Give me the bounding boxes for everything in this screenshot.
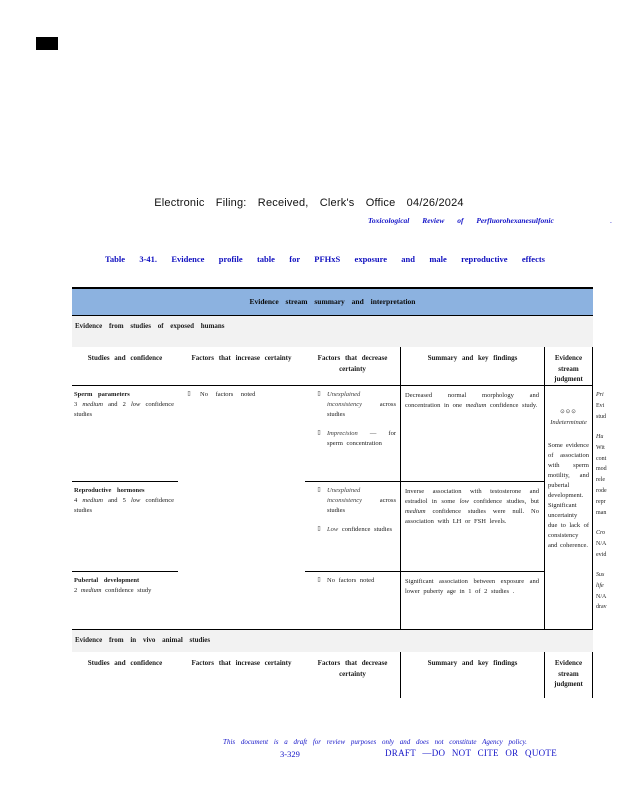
col-header-studies-2: Studies and confidence <box>87 659 163 667</box>
col-header-decrease-2: Factors that decrease certainty <box>317 659 388 678</box>
row-hormones-summary: Inverse association with testosterone an… <box>400 481 544 571</box>
bullet-icon: ▯ <box>317 487 321 493</box>
table-caption: Table 3-41. Evidence profile table for P… <box>105 254 545 264</box>
row-confidence: 2 medium confidence study <box>74 587 152 595</box>
col-header-summary-2: Summary and key findings <box>400 652 544 698</box>
evidence-profile-table: Evidence stream summary and interpretati… <box>72 287 593 698</box>
section-animal-evidence: Evidence from in vivo animal studies <box>72 629 593 652</box>
row-confidence: 4 medium and 5 low confidence studies <box>74 497 175 515</box>
col-header-summary: Summary and key findings <box>400 347 544 386</box>
col-header-decrease: Factors that decrease certainty <box>305 347 400 386</box>
factor-item: ▯ Unexplained inconsistency across studi… <box>311 486 400 516</box>
document-running-title: Toxicological Review of Perfluorohexanes… <box>368 216 554 225</box>
footer-page-number: 3-329 <box>280 749 300 759</box>
row-sperm-increase: ▯ No factors noted <box>178 386 305 481</box>
row-title: Reproductive hormones <box>74 487 145 494</box>
row-sperm-summary: Decreased normal morphology and concentr… <box>400 386 544 481</box>
scan-artifact-mark <box>36 37 58 50</box>
clipped-text-group: Pri Evi stud <box>596 392 607 420</box>
row-sperm-decrease: ▯ Unexplained inconsistency across studi… <box>305 386 400 481</box>
judgment-label: Indeterminate <box>550 418 587 426</box>
footer-draft-note: This document is a draft for review purp… <box>223 738 527 746</box>
row-hormones-studies: Reproductive hormones 4 medium and 5 low… <box>72 481 178 571</box>
footer-draft-label: DRAFT —DO NOT CITE OR QUOTE <box>385 748 558 758</box>
row-confidence: 3 medium and 2 low confidence studies <box>74 401 175 419</box>
row-puberty-studies: Pubertal development 2 medium confidence… <box>72 571 178 629</box>
bullet-icon: ▯ <box>317 430 321 437</box>
clipped-right-column: Pri Evi stud Hu Wit cont mod rele rode r… <box>596 390 618 622</box>
clipped-text-group: Cro N/A evid <box>596 529 607 558</box>
clipped-text-group: Sus life N/A drav <box>596 571 607 611</box>
bullet-icon: ▯ <box>317 391 321 397</box>
bullet-icon: ▯ <box>187 391 191 397</box>
row-hormones-decrease: ▯ Unexplained inconsistency across studi… <box>305 481 400 571</box>
factor-item: ▯ No factors noted <box>178 390 303 400</box>
bullet-icon: ▯ <box>317 526 321 533</box>
col-header-increase: Factors that increase certainty <box>178 347 305 386</box>
clipped-text-group: Hu Wit cont mod rele rode repr man <box>596 433 607 517</box>
row-puberty-increase-empty <box>178 571 305 629</box>
factor-item: ▯ No factors noted <box>311 576 400 586</box>
bullet-icon: ▯ <box>317 577 321 583</box>
col-header-judgment: Evidence stream judgment <box>544 347 593 386</box>
judgment-body: Some evidence of association with sperm … <box>548 441 589 550</box>
section-human-evidence: Evidence from studies of exposed humans <box>72 316 593 347</box>
factor-item: ▯ Low confidence studies <box>311 525 400 535</box>
evidence-stream-judgment-cell: ⊙⊙⊙ Indeterminate Some evidence of assoc… <box>544 386 593 629</box>
filing-header: Electronic Filing: Received, Clerk's Off… <box>154 197 464 209</box>
judgment-symbols-icon: ⊙⊙⊙ <box>560 409 577 415</box>
factor-item: ▯ Unexplained inconsistency across studi… <box>311 390 400 420</box>
factor-item: ▯ Imprecision — for sperm concentration <box>311 429 400 449</box>
row-puberty-decrease: ▯ No factors noted <box>305 571 400 629</box>
col-header-increase-2: Factors that increase certainty <box>191 659 292 667</box>
stream-summary-band: Evidence stream summary and interpretati… <box>72 289 593 316</box>
col-header-judgment-2: Evidence stream judgment <box>544 652 593 698</box>
col-header-studies: Studies and confidence <box>72 347 178 386</box>
row-title: Sperm parameters <box>74 391 130 398</box>
document-running-title-trail: . <box>610 216 612 225</box>
row-puberty-summary: Significant association between exposure… <box>400 571 544 629</box>
row-sperm-studies: Sperm parameters 3 medium and 2 low conf… <box>72 386 178 481</box>
row-title: Pubertal development <box>74 577 140 584</box>
row-hormones-increase-empty <box>178 481 305 571</box>
